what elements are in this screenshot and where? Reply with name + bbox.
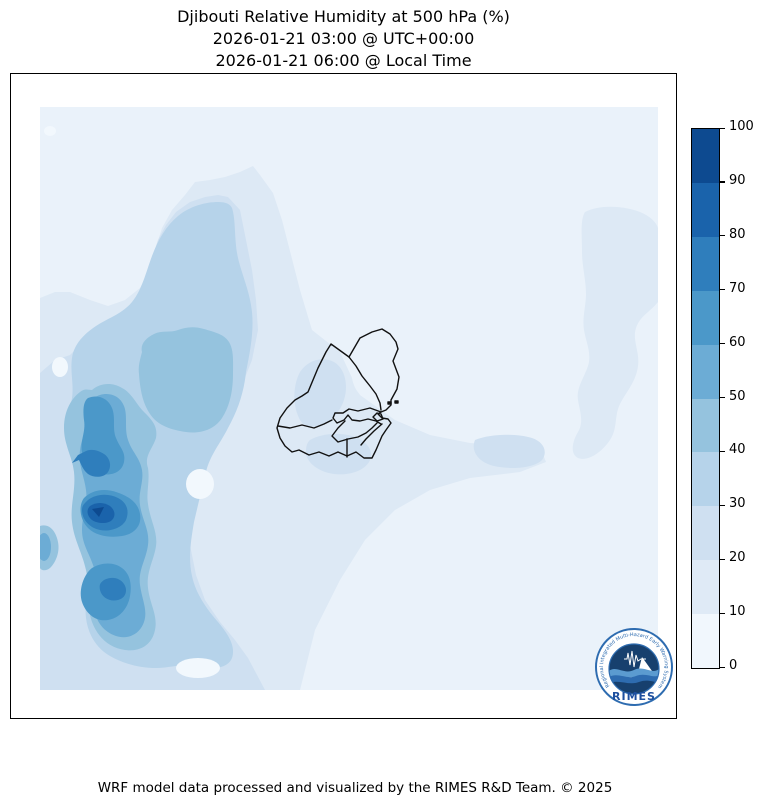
title-line-2: 2026-01-21 03:00 @ UTC+00:00 (212, 29, 475, 48)
credit-text: WRF model data processed and visualized … (97, 780, 613, 796)
light-hole-3 (44, 126, 56, 136)
colorbar-tick-label: 100 (729, 119, 754, 134)
title-line-3: 2026-01-21 06:00 @ Local Time (215, 51, 472, 70)
contour-90-100-speck (92, 507, 104, 517)
colorbar-band-90-100 (692, 129, 719, 183)
contour-40-50-blob (138, 327, 234, 433)
colorbar-band-40-50 (692, 398, 719, 453)
rimes-logo: Regional Integrated Multi-Hazard Early W… (594, 627, 674, 707)
moucha-island-2 (394, 400, 399, 404)
border-obock-tadjourah (348, 356, 382, 411)
map-axes-frame: Regional Integrated Multi-Hazard Early W… (10, 73, 677, 719)
colorbar-tick-label: 80 (729, 226, 746, 242)
light-hole-1 (186, 469, 214, 499)
contour-20-30-south-country (306, 433, 372, 475)
contour-70-80-upper (72, 449, 111, 477)
contour-20-30-west-country (294, 359, 346, 427)
colorbar-band-80-90 (692, 182, 719, 237)
colorbar-tick-label: 0 (729, 658, 738, 673)
colorbar-ticks: 100 90 80 70 60 50 40 30 20 10 0 (719, 119, 764, 673)
gulf-of-tadjoura-coast (332, 407, 382, 425)
colorbar-band-50-60 (692, 344, 719, 399)
border-alisabieh-djiboutiville (360, 423, 383, 446)
contour-20-30-southeast-blob (473, 434, 545, 468)
colorbar-tick-label: 50 (729, 388, 746, 404)
logo-org-text: RIMES (612, 690, 656, 703)
colorbar-tick-label: 90 (729, 172, 746, 188)
border-tadjourah-dikhil (277, 419, 333, 429)
colorbar-tick-label: 20 (729, 550, 746, 566)
colorbar-band-70-80 (692, 236, 719, 291)
contour-10-20-right-blob (572, 206, 658, 459)
colorbar-tick-label: 10 (729, 604, 746, 620)
light-patch-obock (349, 338, 398, 400)
colorbar-tick-label: 40 (729, 442, 746, 458)
border-arta (331, 420, 378, 443)
light-hole-2 (52, 357, 68, 377)
djibouti-city-polygon (372, 412, 384, 422)
colorbar-band-20-30 (692, 506, 719, 561)
djibouti-boundaries (276, 328, 400, 459)
colorbar (691, 128, 720, 669)
colorbar-band-10-20 (692, 560, 719, 615)
contour-50-60-spur-core (40, 533, 51, 561)
colorbar-tick-label: 60 (729, 334, 746, 350)
colorbar-band-30-40 (692, 452, 719, 507)
title-line-1: Djibouti Relative Humidity at 500 hPa (%… (177, 7, 510, 26)
colorbar-tick-label: 70 (729, 280, 746, 296)
humidity-contour-map (40, 107, 658, 690)
colorbar-band-60-70 (692, 290, 719, 345)
contour-70-80-lower (99, 577, 126, 601)
djibouti-outer-border (276, 328, 400, 459)
colorbar-tick-label: 30 (729, 496, 746, 512)
moucha-island-1 (387, 401, 392, 405)
colorbar-band-0-10 (692, 614, 719, 669)
chart-title: Djibouti Relative Humidity at 500 hPa (%… (10, 6, 677, 72)
light-hole-4 (176, 658, 220, 678)
